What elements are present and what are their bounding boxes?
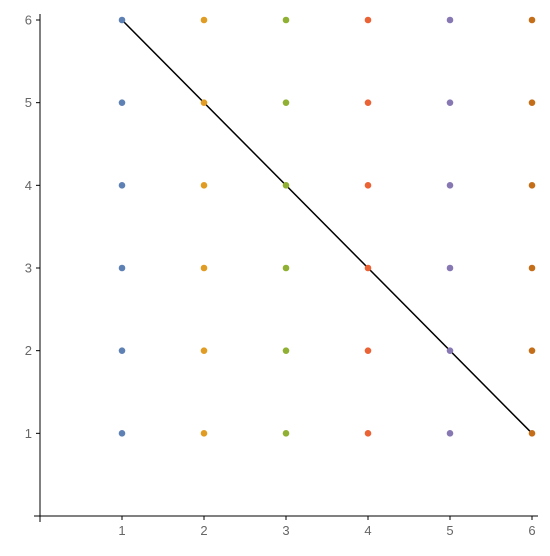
data-point: [529, 347, 536, 354]
x-tick-label: 5: [446, 523, 453, 538]
data-point: [283, 182, 290, 189]
x-tick-label: 3: [282, 523, 289, 538]
x-tick-label: 1: [118, 523, 125, 538]
data-point: [119, 17, 126, 24]
data-point: [201, 265, 208, 272]
y-tick-label: 2: [25, 343, 32, 358]
data-point: [365, 265, 372, 272]
data-point: [283, 265, 290, 272]
x-tick-label: 2: [200, 523, 207, 538]
data-point: [201, 182, 208, 189]
scatter-chart: 1 2 3 4 5 6 1 2 3 4 5 6: [0, 0, 550, 556]
data-point: [201, 99, 208, 106]
data-point: [201, 17, 208, 24]
data-point: [529, 430, 536, 437]
data-point: [119, 430, 126, 437]
data-point: [529, 265, 536, 272]
data-point: [529, 182, 536, 189]
data-point: [447, 17, 454, 24]
data-point: [365, 17, 372, 24]
y-tick-label: 6: [25, 13, 32, 28]
data-point: [529, 17, 536, 24]
data-point: [119, 99, 126, 106]
data-point: [119, 182, 126, 189]
data-point: [447, 430, 454, 437]
data-point: [447, 182, 454, 189]
y-tick-label: 1: [25, 426, 32, 441]
data-point: [283, 347, 290, 354]
diagonal-line: [122, 20, 532, 433]
x-tick-label: 6: [528, 523, 535, 538]
x-tick-label: 4: [364, 523, 371, 538]
data-point: [447, 99, 454, 106]
data-point: [365, 347, 372, 354]
y-tick-label: 5: [25, 95, 32, 110]
data-point: [119, 347, 126, 354]
data-point: [529, 99, 536, 106]
data-point: [365, 99, 372, 106]
data-point: [283, 99, 290, 106]
data-point: [283, 17, 290, 24]
data-point: [447, 265, 454, 272]
data-point: [201, 430, 208, 437]
data-point: [365, 430, 372, 437]
data-point: [447, 347, 454, 354]
data-point: [365, 182, 372, 189]
y-tick-label: 4: [25, 178, 32, 193]
data-point: [283, 430, 290, 437]
data-point: [201, 347, 208, 354]
y-tick-label: 3: [25, 261, 32, 276]
data-point: [119, 265, 126, 272]
